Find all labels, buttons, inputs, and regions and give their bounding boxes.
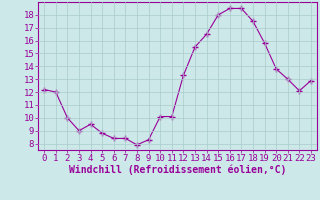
X-axis label: Windchill (Refroidissement éolien,°C): Windchill (Refroidissement éolien,°C) [69, 165, 286, 175]
